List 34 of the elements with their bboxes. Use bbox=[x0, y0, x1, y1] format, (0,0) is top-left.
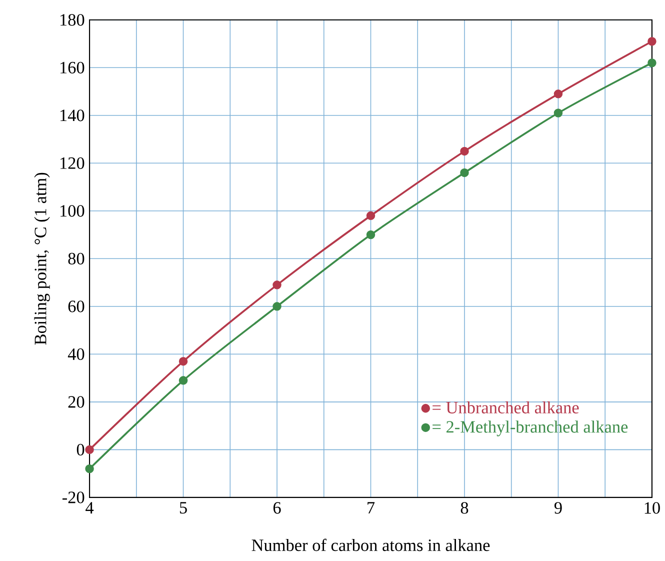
y-tick-label: 100 bbox=[60, 205, 84, 217]
y-tick-label: 20 bbox=[68, 396, 84, 408]
point bbox=[272, 280, 282, 290]
x-axis-title: Number of carbon atoms in alkane bbox=[252, 538, 490, 552]
y-tick-label: 180 bbox=[60, 14, 84, 26]
x-tick-label: 5 bbox=[180, 502, 187, 514]
point bbox=[366, 211, 376, 220]
x-tick-label: 8 bbox=[460, 502, 468, 514]
point bbox=[460, 168, 469, 178]
point bbox=[178, 356, 188, 366]
x-tick-label: 7 bbox=[368, 502, 375, 514]
point bbox=[554, 89, 563, 98]
y-tick-label: 60 bbox=[68, 300, 84, 312]
point bbox=[554, 108, 563, 118]
x-tick-label: 4 bbox=[86, 502, 94, 514]
y-tick-label: -20 bbox=[62, 492, 84, 504]
point bbox=[648, 58, 656, 68]
x-tick-label: 6 bbox=[273, 502, 281, 514]
y-tick-label: 0 bbox=[76, 444, 84, 456]
x-tick-label: 9 bbox=[554, 502, 562, 514]
y-tick-label: 140 bbox=[60, 110, 84, 122]
point bbox=[272, 302, 282, 311]
y-tick-label: 80 bbox=[68, 252, 84, 264]
point bbox=[85, 445, 94, 454]
y-tick-label: 120 bbox=[60, 157, 84, 169]
y-axis-title: Boiling point, °C (1 atm) bbox=[34, 172, 50, 345]
point bbox=[366, 230, 376, 240]
y-tick-label: 40 bbox=[68, 348, 84, 360]
y-tick-label: 160 bbox=[60, 62, 84, 74]
point bbox=[178, 376, 188, 385]
point bbox=[648, 36, 656, 46]
point bbox=[85, 464, 94, 474]
x-tick-label: 10 bbox=[644, 502, 660, 514]
point bbox=[460, 146, 469, 156]
